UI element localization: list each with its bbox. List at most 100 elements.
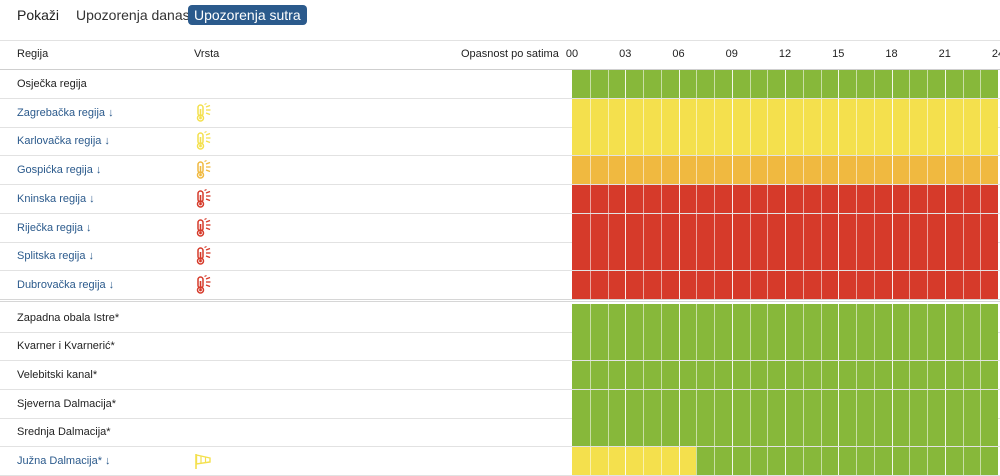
hour-gridline: [802, 156, 804, 185]
hour-gridline: [962, 418, 964, 447]
table-row: Karlovačka regija ↓: [0, 127, 1000, 157]
arrow-down-icon[interactable]: ↓: [86, 221, 92, 234]
hour-gridline: [838, 332, 840, 361]
hour-gridline: [891, 127, 893, 156]
hour-gridline: [731, 98, 733, 127]
hour-gridline: [767, 156, 769, 185]
hour-gridline: [749, 127, 751, 156]
hour-gridline: [625, 418, 627, 447]
hour-gridline: [980, 303, 982, 332]
hour-gridline: [944, 418, 946, 447]
arrow-down-icon[interactable]: ↓: [108, 278, 115, 291]
hour-gridline: [589, 184, 591, 213]
hour-gridline: [944, 98, 946, 127]
hour-gridline: [607, 361, 609, 389]
table-row: Osječka regija: [0, 70, 1000, 99]
hour-gridline: [607, 127, 609, 156]
thermometer-icon: [193, 160, 213, 180]
hour-gridline: [678, 98, 680, 127]
arrow-down-icon[interactable]: ↓: [95, 164, 102, 177]
hour-gridline: [607, 98, 609, 127]
arrow-down-icon[interactable]: ↓: [104, 455, 111, 468]
hour-gridline: [891, 270, 893, 299]
region-name: Sjeverna Dalmacija*: [17, 398, 116, 410]
hour-gridline: [980, 361, 982, 389]
hour-gridline: [749, 303, 751, 332]
hour-gridline: [643, 242, 644, 271]
hour-gridline: [749, 270, 751, 299]
hour-gridline: [838, 361, 840, 389]
hour-gridline: [838, 303, 840, 332]
hour-gridline: [625, 447, 627, 476]
hour-gridline: [891, 332, 893, 361]
hour-gridline: [678, 242, 680, 271]
hour-gridline: [909, 184, 911, 213]
hour-gridline: [820, 70, 822, 98]
hour-gridline: [767, 447, 769, 476]
hour-gridline: [873, 242, 875, 271]
arrow-down-icon[interactable]: ↓: [88, 250, 94, 263]
hour-gridline: [980, 156, 982, 185]
tab-warnings-tomorrow[interactable]: Upozorenja sutra: [188, 5, 307, 25]
hour-gridline: [891, 242, 893, 271]
hour-gridline: [589, 361, 591, 389]
region-name[interactable]: Riječka regija ↓: [17, 222, 92, 234]
hour-gridline: [749, 156, 751, 185]
hour-gridline: [785, 303, 786, 332]
arrow-down-icon[interactable]: ↓: [108, 106, 114, 119]
hour-gridline: [891, 389, 893, 418]
hour-gridline: [820, 127, 822, 156]
hourly-danger-bar: [572, 303, 1000, 332]
hour-gridline: [767, 98, 769, 127]
hour-gridline: [856, 332, 857, 361]
hour-gridline: [767, 213, 769, 242]
hour-gridline: [802, 70, 804, 98]
hour-gridline: [625, 70, 627, 98]
tab-warnings-today[interactable]: Upozorenja danas: [76, 7, 190, 23]
hour-gridline: [714, 332, 715, 361]
hour-gridline: [785, 418, 786, 447]
table-row: Gospićka regija ↓: [0, 156, 1000, 186]
region-name[interactable]: Kninska regija ↓: [17, 193, 95, 205]
thermometer-icon: [193, 131, 213, 151]
region-name-text: Gospićka regija: [17, 164, 93, 177]
region-name-text: Riječka regija: [17, 221, 84, 234]
region-name[interactable]: Gospićka regija ↓: [17, 164, 101, 176]
arrow-down-icon[interactable]: ↓: [104, 135, 110, 148]
region-name[interactable]: Splitska regija ↓: [17, 250, 94, 262]
hour-gridline: [696, 418, 698, 447]
region-name[interactable]: Dubrovačka regija ↓: [17, 279, 114, 291]
hour-gridline: [962, 156, 964, 185]
hourly-danger-bar: [572, 127, 1000, 156]
hour-gridline: [820, 389, 822, 418]
hour-tick-06: 06: [672, 48, 685, 60]
hour-gridline: [589, 332, 591, 361]
hour-gridline: [643, 332, 644, 361]
region-name-text: Dubrovačka regija: [17, 278, 106, 291]
hour-gridline: [873, 70, 875, 98]
region-name[interactable]: Karlovačka regija ↓: [17, 135, 110, 147]
hour-gridline: [802, 303, 804, 332]
hour-gridline: [856, 156, 857, 185]
arrow-down-icon[interactable]: ↓: [89, 192, 95, 205]
hour-gridline: [785, 270, 786, 299]
region-name[interactable]: Zagrebačka regija ↓: [17, 107, 114, 119]
hour-gridline: [660, 70, 662, 98]
hour-gridline: [856, 447, 857, 476]
hour-gridline: [909, 70, 911, 98]
hour-gridline: [962, 213, 964, 242]
hour-gridline: [962, 127, 964, 156]
hour-gridline: [625, 127, 627, 156]
hour-gridline: [643, 270, 644, 299]
region-name[interactable]: Južna Dalmacija* ↓: [17, 455, 110, 467]
hour-gridline: [767, 70, 769, 98]
hour-gridline: [873, 213, 875, 242]
region-name-text: Zagrebačka regija: [17, 106, 106, 119]
hour-gridline: [927, 270, 928, 299]
region-name-text: Zapadna obala Istre*: [17, 311, 120, 324]
region-name-text: Kvarner i Kvarnerić*: [17, 340, 115, 353]
hour-gridline: [731, 303, 733, 332]
hour-gridline: [749, 332, 751, 361]
hourly-danger-bar: [572, 332, 1000, 361]
hour-gridline: [873, 156, 875, 185]
